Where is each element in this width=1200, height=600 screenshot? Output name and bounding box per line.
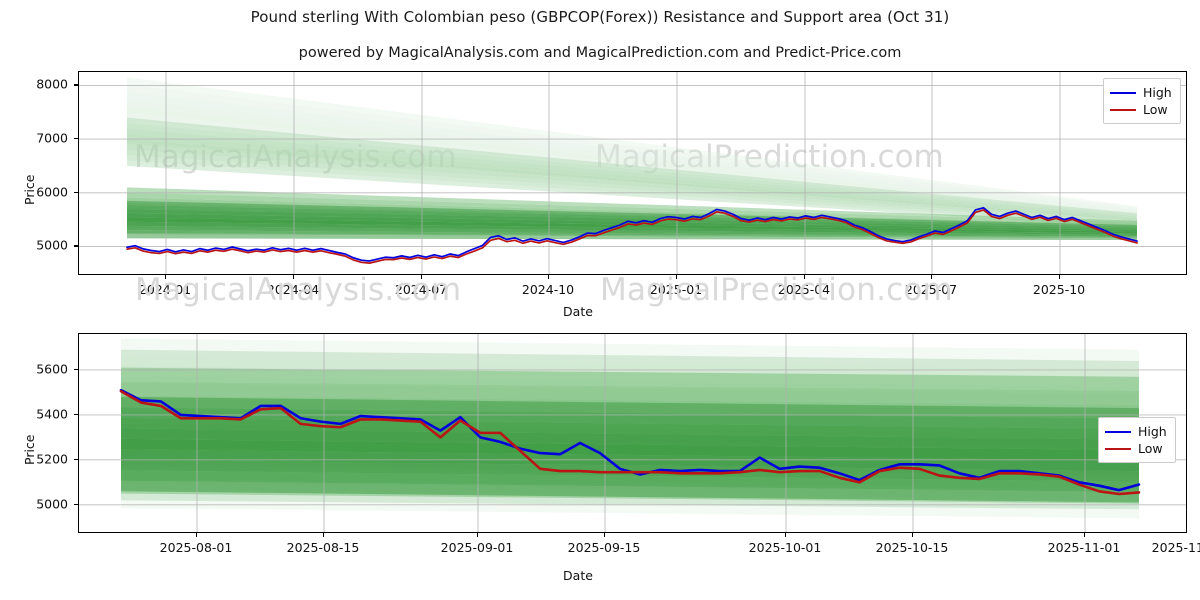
legend-row-high-2: High <box>1105 423 1167 440</box>
top-xtick-4: 2025-01 <box>649 282 703 297</box>
top-ytick-3: 8000 <box>36 76 68 92</box>
bottom-xtickmark-2 <box>477 533 479 537</box>
bottom-xtick-7: 2025-11-15 <box>1151 540 1200 555</box>
bottom-xtick-6: 2025-11-01 <box>1047 540 1121 555</box>
legend-line-low-2 <box>1105 447 1131 450</box>
top-xtickmark-3 <box>548 275 550 279</box>
bottom-xtickmark-6 <box>1084 533 1086 537</box>
top-xtickmark-7 <box>1059 275 1061 279</box>
bottom-ytick-1: 5200 <box>36 451 68 467</box>
legend-label-low: Low <box>1143 102 1168 117</box>
legend-label-high: High <box>1143 85 1172 100</box>
bottom-ytickmark-3 <box>74 368 78 371</box>
top-xtick-2: 2024-07 <box>394 282 448 297</box>
bottom-y-axis-label: Price <box>22 434 37 466</box>
top-xtickmark-6 <box>931 275 933 279</box>
bottom-xtickmark-4 <box>785 533 787 537</box>
top-xtick-5: 2025-04 <box>777 282 831 297</box>
top-legend[interactable]: High Low <box>1103 78 1181 124</box>
top-xtickmark-1 <box>293 275 295 279</box>
top-xtick-6: 2025-07 <box>904 282 958 297</box>
top-xtick-3: 2024-10 <box>521 282 575 297</box>
bottom-xtickmark-3 <box>604 533 606 537</box>
top-xtick-7: 2025-10 <box>1032 282 1086 297</box>
legend-label-high-2: High <box>1138 424 1167 439</box>
legend-line-low <box>1110 108 1136 111</box>
top-ytickmark-0 <box>74 245 78 247</box>
bottom-xtick-3: 2025-09-15 <box>567 540 641 555</box>
legend-label-low-2: Low <box>1138 441 1163 456</box>
bottom-xtickmark-0 <box>196 533 198 537</box>
bottom-xtick-5: 2025-10-15 <box>875 540 949 555</box>
top-xtickmark-5 <box>804 275 806 279</box>
bottom-xtick-2: 2025-09-01 <box>440 540 514 555</box>
top-y-axis-label: Price <box>22 174 37 206</box>
top-xtickmark-4 <box>676 275 678 279</box>
bottom-xtick-1: 2025-08-15 <box>286 540 360 555</box>
bottom-ytickmark-2 <box>74 413 78 416</box>
legend-row-low-2: Low <box>1105 440 1167 457</box>
bottom-legend[interactable]: High Low <box>1098 417 1176 463</box>
top-ytickmark-1 <box>74 191 78 193</box>
top-xtick-0: 2024-01 <box>138 282 192 297</box>
top-ytickmark-3 <box>74 84 78 86</box>
top-x-axis-label: Date <box>563 304 593 319</box>
page-subtitle: powered by MagicalAnalysis.com and Magic… <box>298 45 902 61</box>
top-ytick-0: 5000 <box>36 237 68 253</box>
page-title: Pound sterling With Colombian peso (GBPC… <box>250 8 950 26</box>
bottom-x-axis-label: Date <box>563 568 593 583</box>
bottom-ytickmark-1 <box>74 458 78 461</box>
top-xtick-1: 2024-04 <box>266 282 320 297</box>
legend-row-high: High <box>1110 84 1172 101</box>
bottom-xtickmark-1 <box>323 533 325 537</box>
bottom-ytickmark-0 <box>74 503 78 505</box>
bottom-xtickmark-5 <box>912 533 914 537</box>
top-ytick-2: 7000 <box>36 130 68 146</box>
legend-line-high <box>1110 91 1136 94</box>
bottom-ytick-3: 5600 <box>36 361 68 377</box>
bottom-xtick-4: 2025-10-01 <box>748 540 822 555</box>
bottom-ytick-0: 5000 <box>36 496 68 512</box>
top-xtickmark-0 <box>165 275 167 279</box>
top-xtickmark-2 <box>421 275 423 279</box>
legend-row-low: Low <box>1110 101 1172 118</box>
bottom-xtick-0: 2025-08-01 <box>159 540 233 555</box>
bottom-ytick-2: 5400 <box>36 406 68 422</box>
top-ytick-1: 6000 <box>36 184 68 200</box>
legend-line-high-2 <box>1105 430 1131 433</box>
top-ytickmark-2 <box>74 138 78 140</box>
